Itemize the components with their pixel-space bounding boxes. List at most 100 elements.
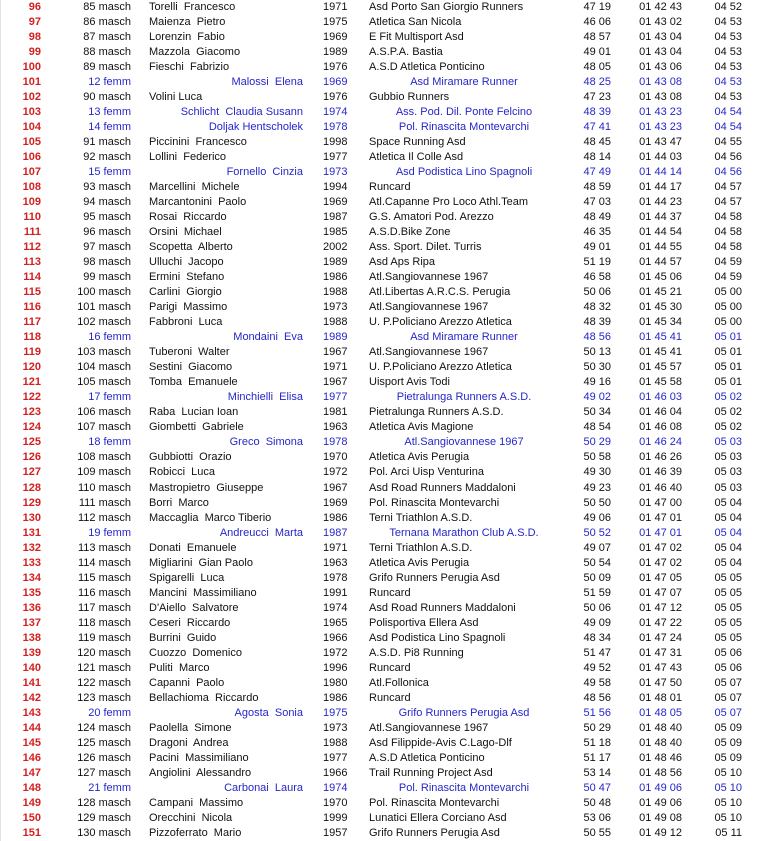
birth-year-cell: 1963 (323, 556, 348, 569)
split-time-cell: 47 23 (583, 91, 611, 104)
team-cell: Atl.Sangiovannese 1967 (369, 271, 489, 284)
team-cell: Ass. Pod. Dil. Ponte Felcino (395, 106, 533, 119)
position-cell: 100 (22, 61, 41, 74)
pace-cell: 05 09 (714, 736, 742, 749)
birth-year-cell: 1998 (323, 136, 348, 149)
split-time-cell: 50 55 (583, 826, 611, 839)
team-cell: Atletica Avis Perugia (369, 556, 470, 569)
pace-cell: 04 58 (714, 211, 742, 224)
split-time-cell: 49 23 (583, 481, 611, 494)
category-cell: 116 masch (78, 586, 131, 599)
table-row: 129 111 masch Borri Marco 1969 Pol. Rinascit… (1, 496, 767, 511)
position-cell: 142 (22, 691, 41, 704)
finish-time-cell: 01 49 06 (639, 796, 682, 809)
split-time-cell: 49 02 (583, 391, 611, 404)
athlete-name-cell: Giombetti Gabriele (149, 421, 244, 434)
position-cell: 102 (22, 91, 41, 104)
birth-year-cell: 1973 (323, 301, 348, 314)
split-time-cell: 49 09 (583, 616, 611, 629)
team-cell: Runcard (369, 691, 411, 704)
athlete-name-cell: Parigi Massimo (149, 301, 228, 314)
team-cell: Uisport Avis Todi (369, 376, 450, 389)
athlete-name-cell: Ulluchi Jacopo (149, 256, 224, 269)
category-cell: 120 masch (77, 646, 131, 659)
athlete-name-cell: Marcantonini Paolo (149, 196, 247, 209)
athlete-name-cell: Angiolini Alessandro (149, 766, 252, 779)
table-row: 150 129 masch Orecchini Nicola 1999 Lunatici… (1, 811, 767, 826)
split-time-cell: 48 25 (583, 76, 611, 89)
finish-time-cell: 01 45 58 (639, 376, 682, 389)
table-row: 104 14 femm Doljak Hentscholek 1978 Pol. Rin… (1, 120, 767, 135)
table-row: 146 126 masch Pacini Massimiliano 1977 A.S.D… (1, 751, 767, 766)
category-cell: 91 masch (83, 136, 131, 149)
athlete-name-cell: D'Aiello Salvatore (149, 601, 239, 614)
category-cell: 126 masch (77, 751, 131, 764)
pace-cell: 05 10 (714, 766, 742, 779)
table-row: 111 96 masch Orsini Michael 1985 A.S.D.Bike … (1, 225, 767, 240)
split-time-cell: 50 29 (583, 436, 611, 449)
split-time-cell: 48 54 (583, 421, 611, 434)
split-time-cell: 53 06 (583, 811, 611, 824)
finish-time-cell: 01 44 23 (639, 196, 682, 209)
pace-cell: 04 57 (714, 196, 742, 209)
finish-time-cell: 01 48 40 (639, 736, 682, 749)
table-row: 140 121 masch Puliti Marco 1996 Runcard 49 52… (1, 661, 767, 676)
split-time-cell: 46 06 (583, 16, 611, 29)
position-cell: 104 (22, 121, 41, 134)
finish-time-cell: 01 43 04 (639, 31, 682, 44)
finish-time-cell: 01 45 21 (639, 286, 682, 299)
team-cell: Asd Podistica Lino Spagnoli (369, 631, 506, 644)
team-cell: E Fit Multisport Asd (369, 31, 464, 44)
birth-year-cell: 1969 (323, 31, 348, 44)
position-cell: 115 (23, 286, 41, 299)
finish-time-cell: 01 47 22 (639, 616, 682, 629)
athlete-name-cell: Mancini Massimiliano (149, 586, 257, 599)
birth-year-cell: 1974 (323, 781, 348, 794)
birth-year-cell: 1970 (323, 796, 348, 809)
category-cell: 14 femm (88, 121, 131, 134)
finish-time-cell: 01 45 30 (639, 301, 682, 314)
birth-year-cell: 1978 (323, 571, 348, 584)
athlete-name-cell: Fabbroni Luca (149, 316, 223, 329)
position-cell: 121 (22, 376, 41, 389)
athlete-name-cell: Andreucci Marta (219, 526, 303, 539)
birth-year-cell: 1971 (323, 541, 348, 554)
team-cell: Asd Road Runners Maddaloni (369, 481, 516, 494)
position-cell: 129 (22, 496, 41, 509)
team-cell: Pietralunga Runners A.S.D. (369, 406, 504, 419)
finish-time-cell: 01 46 26 (639, 451, 682, 464)
table-row: 133 114 masch Migliarini Gian Paolo 1963 Atl… (1, 556, 767, 571)
position-cell: 103 (22, 106, 41, 119)
athlete-name-cell: Cuozzo Domenico (149, 646, 242, 659)
team-cell: Runcard (369, 181, 411, 194)
table-row: 121 105 masch Tomba Emanuele 1967 Uisport Av… (1, 375, 767, 390)
athlete-name-cell: Capanni Paolo (149, 676, 225, 689)
category-cell: 92 masch (83, 151, 131, 164)
category-cell: 87 masch (83, 31, 131, 44)
finish-time-cell: 01 47 05 (639, 571, 682, 584)
team-cell: Atletica Il Colle Asd (369, 151, 464, 164)
pace-cell: 05 01 (714, 331, 742, 344)
pace-cell: 05 05 (714, 601, 742, 614)
pace-cell: 05 03 (714, 451, 742, 464)
birth-year-cell: 1977 (323, 751, 348, 764)
position-cell: 117 (23, 316, 41, 329)
position-cell: 108 (22, 181, 41, 194)
team-cell: A.S.D Atletica Ponticino (369, 61, 485, 74)
pace-cell: 05 04 (714, 556, 742, 569)
pace-cell: 04 58 (714, 241, 742, 254)
birth-year-cell: 1966 (323, 631, 348, 644)
birth-year-cell: 1971 (323, 361, 348, 374)
split-time-cell: 49 30 (583, 466, 611, 479)
team-cell: Asd Aps Ripa (369, 256, 436, 269)
pace-cell: 04 59 (714, 256, 742, 269)
finish-time-cell: 01 47 24 (639, 631, 682, 644)
finish-time-cell: 01 43 23 (639, 106, 682, 119)
category-cell: 113 masch (78, 541, 131, 554)
table-row: 97 86 masch Maienza Pietro 1975 Atletica San… (1, 15, 767, 30)
category-cell: 102 masch (77, 316, 131, 329)
category-cell: 88 masch (83, 46, 131, 59)
birth-year-cell: 1976 (323, 91, 348, 104)
split-time-cell: 49 58 (583, 676, 611, 689)
athlete-name-cell: Orsini Michael (149, 226, 222, 239)
